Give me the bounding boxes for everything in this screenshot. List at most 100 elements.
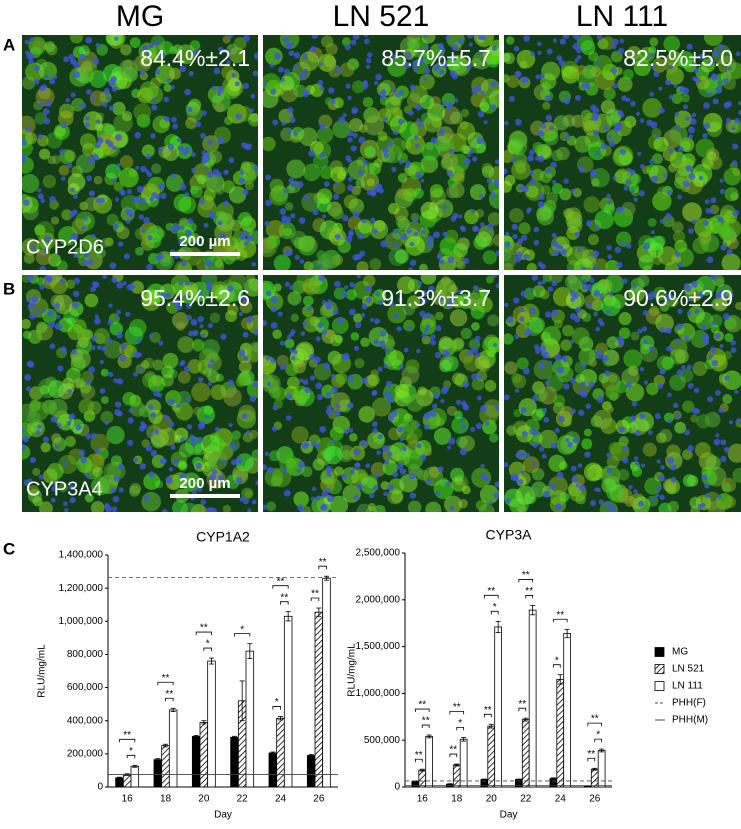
nucleus (551, 280, 557, 286)
nucleus (351, 39, 357, 45)
nucleus (510, 474, 517, 481)
cell (512, 374, 526, 388)
nucleus (694, 388, 699, 393)
nucleus (607, 469, 612, 474)
nucleus (20, 428, 25, 433)
cell (317, 127, 333, 143)
cell (291, 314, 299, 322)
y-tick-label: 2,500,000 (356, 548, 401, 559)
cell (340, 62, 355, 77)
nucleus (229, 423, 233, 427)
nucleus (461, 425, 465, 429)
nucleus (73, 61, 80, 68)
cell (682, 202, 702, 222)
cell (533, 285, 546, 298)
nucleus (431, 137, 437, 143)
nucleus (549, 125, 554, 130)
nucleus (354, 463, 360, 469)
nucleus (620, 149, 626, 155)
nucleus (345, 44, 351, 50)
nucleus (213, 169, 220, 176)
cell (352, 80, 365, 93)
nucleus (232, 73, 236, 77)
nucleus (381, 89, 386, 94)
nucleus (336, 67, 341, 72)
nucleus (504, 394, 510, 400)
nucleus (253, 70, 259, 76)
nucleus (585, 84, 590, 89)
nucleus (170, 225, 176, 231)
cell (34, 225, 45, 236)
nucleus (304, 195, 309, 200)
nucleus (701, 474, 707, 480)
nucleus (250, 94, 255, 99)
cell (141, 492, 161, 512)
cell (562, 66, 580, 84)
significance-label: * (493, 602, 497, 613)
nucleus (336, 404, 340, 408)
y-tick-label: 600,000 (67, 682, 104, 693)
nucleus (100, 360, 104, 364)
nucleus (663, 173, 668, 178)
cell (388, 203, 400, 215)
nucleus (19, 444, 26, 451)
nucleus (386, 381, 393, 388)
significance-label: ** (311, 589, 319, 600)
nucleus (299, 217, 306, 224)
nucleus (217, 86, 223, 92)
cell (390, 116, 407, 133)
bar (460, 739, 467, 787)
cell (172, 500, 188, 516)
nucleus (182, 148, 189, 155)
cell (461, 328, 472, 339)
nucleus (714, 439, 720, 445)
nucleus (619, 426, 625, 432)
cell (451, 417, 468, 434)
nucleus (49, 196, 56, 203)
nucleus (196, 462, 202, 468)
cell (270, 179, 284, 193)
cell (696, 414, 710, 428)
bar (591, 769, 598, 787)
nucleus (529, 150, 535, 156)
nucleus (399, 364, 404, 369)
nucleus (423, 77, 427, 81)
nucleus (405, 160, 411, 166)
nucleus (655, 413, 661, 419)
nucleus (188, 107, 193, 112)
nucleus (244, 241, 249, 246)
nucleus (474, 227, 479, 232)
nucleus (255, 481, 260, 486)
nucleus (278, 67, 284, 73)
nucleus (595, 151, 600, 156)
significance-label: ** (319, 557, 327, 568)
nucleus (99, 197, 105, 203)
nucleus (86, 89, 92, 95)
cell (259, 238, 274, 253)
nucleus (677, 369, 684, 376)
nucleus (191, 440, 197, 446)
cell (215, 260, 223, 268)
nucleus (413, 231, 418, 236)
nucleus (151, 98, 156, 103)
cell (330, 392, 350, 412)
nucleus (281, 218, 287, 224)
cell (638, 255, 653, 270)
nucleus (348, 375, 355, 382)
cell (223, 505, 231, 513)
nucleus (330, 99, 336, 105)
nucleus (132, 196, 139, 203)
y-tick-label: 1,500,000 (356, 641, 401, 652)
nucleus (328, 87, 334, 93)
nucleus (537, 41, 541, 45)
cell (326, 43, 338, 55)
nucleus (71, 92, 76, 97)
nucleus (115, 197, 119, 201)
cell (32, 468, 40, 476)
nucleus (736, 51, 741, 56)
nucleus (300, 331, 305, 336)
nucleus (723, 78, 729, 84)
nucleus (578, 390, 583, 395)
y-tick-label: 1,000,000 (356, 688, 401, 699)
cell (70, 30, 83, 43)
